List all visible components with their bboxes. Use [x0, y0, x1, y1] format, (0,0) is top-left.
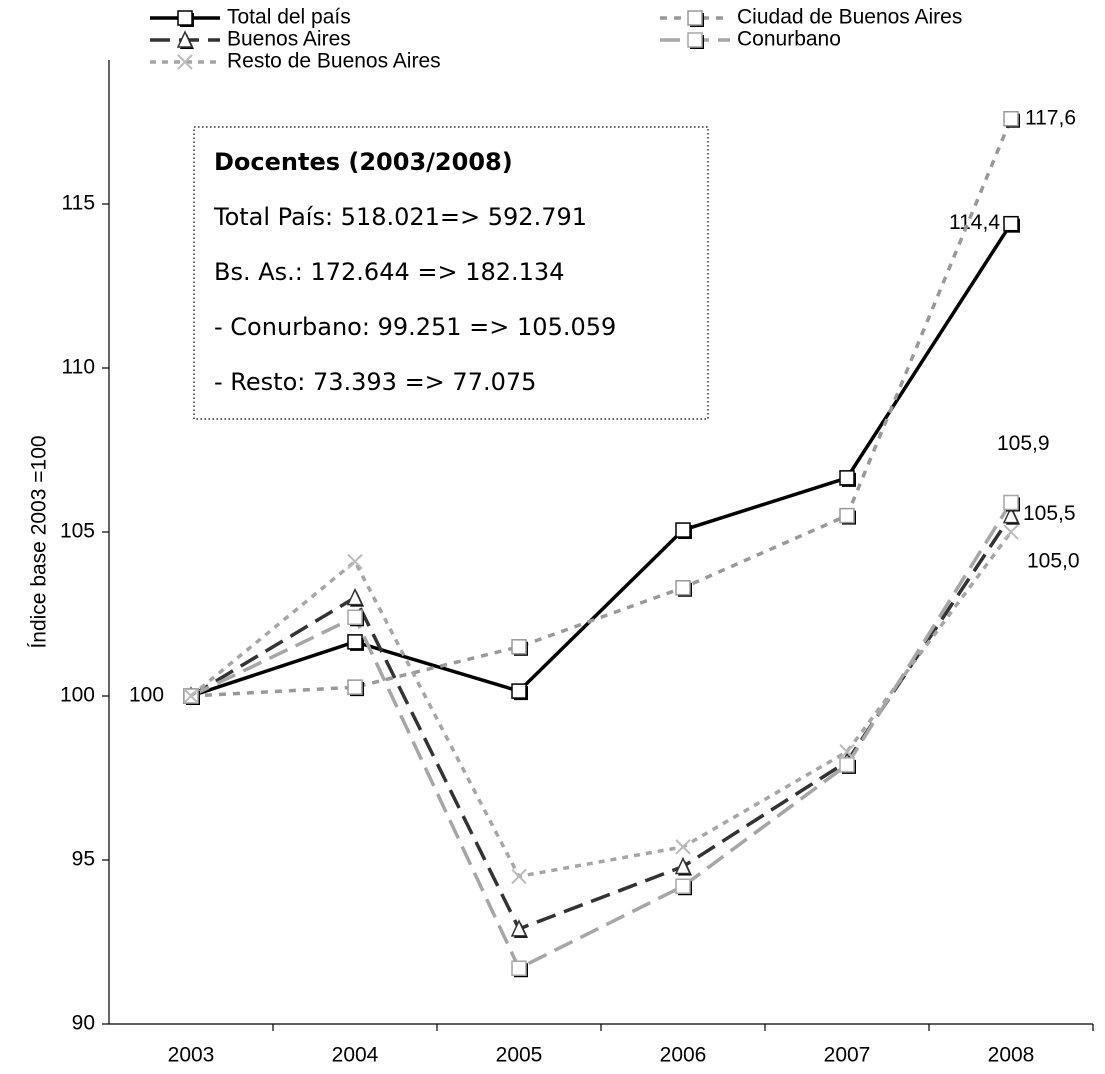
legend-label: Resto de Buenos Aires: [227, 50, 441, 73]
marker-x: [839, 744, 855, 760]
legend-label: Buenos Aires: [227, 28, 351, 51]
data-label: 105,9: [997, 432, 1050, 455]
legend-marker: [687, 32, 704, 49]
x-tick-label: 2004: [332, 1044, 379, 1067]
marker-box: [1003, 110, 1019, 127]
x-tick-label: 2003: [168, 1044, 215, 1067]
marker: [675, 580, 692, 597]
marker-box: [839, 507, 855, 524]
legend-marker: [176, 30, 194, 49]
marker-box: [511, 960, 527, 976]
data-label: 117,6: [1025, 106, 1076, 129]
marker: [347, 609, 364, 627]
y-tick-label: 95: [72, 848, 95, 871]
marker: [346, 587, 364, 607]
marker: [511, 960, 528, 978]
marker: [839, 744, 855, 760]
marker: [839, 757, 856, 774]
marker: [510, 919, 528, 938]
annotation-title: Docentes (2003/2008): [214, 148, 513, 176]
x-tick-label: 2005: [496, 1044, 543, 1067]
legend-marker: [177, 54, 193, 70]
marker-x: [1003, 524, 1019, 540]
annotation-line: - Conurbano: 99.251 => 105.059: [214, 313, 616, 341]
marker: [1003, 494, 1020, 512]
marker: [1003, 215, 1020, 233]
marker-box: [674, 856, 692, 875]
marker-box: [176, 30, 194, 48]
marker: [675, 839, 691, 855]
marker-box: [675, 522, 691, 538]
series-line: [189, 530, 1013, 879]
data-label: 105,5: [1023, 502, 1076, 525]
marker: [347, 679, 364, 697]
x-tick-label: 2008: [988, 1044, 1035, 1067]
marker-x: [675, 839, 691, 855]
marker-box: [839, 470, 855, 486]
y-tick-label: 90: [72, 1012, 95, 1035]
y-tick-label: 100: [60, 684, 95, 707]
marker-box: [1003, 494, 1019, 511]
data-label: 105,0: [1027, 550, 1080, 573]
marker: [675, 522, 692, 540]
annotation-line: Total País: 518.021=> 592.791: [213, 203, 587, 231]
marker: [674, 856, 692, 876]
series-line: [190, 501, 1013, 971]
annotation-line: Bs. As.: 172.644 => 182.134: [214, 258, 564, 286]
legend-label: Ciudad de Buenos Aires: [737, 6, 962, 29]
marker-box: [177, 10, 193, 26]
series-line: [190, 222, 1013, 698]
y-tick-label: 105: [60, 520, 95, 543]
marker: [347, 634, 364, 651]
marker: [511, 868, 527, 885]
marker: [675, 878, 692, 896]
marker-box: [839, 757, 855, 773]
marker: [183, 688, 199, 704]
marker: [1002, 505, 1020, 525]
legend-marker: [177, 10, 194, 27]
annotation-line: - Resto: 73.393 => 77.075: [214, 368, 536, 396]
marker-box: [1002, 505, 1020, 524]
marker-box: [675, 878, 691, 894]
y-axis-label: Índice base 2003 =100: [28, 435, 51, 648]
marker-box: [511, 639, 527, 655]
marker-box: [511, 683, 527, 699]
marker-box: [510, 919, 528, 937]
data-label: 114,4: [949, 211, 1000, 234]
y-tick-label: 115: [62, 192, 95, 215]
marker-x: [511, 868, 527, 885]
marker-box: [347, 609, 363, 626]
annotation-box: [193, 126, 709, 420]
series-line: [190, 118, 1013, 698]
series-line: [190, 514, 1013, 932]
marker: [511, 683, 528, 701]
marker: [1003, 524, 1019, 540]
marker: [511, 639, 528, 656]
marker-box: [687, 32, 703, 48]
marker-x: [183, 688, 199, 704]
legend-label: Total del país: [227, 6, 351, 29]
marker-box: [347, 679, 363, 695]
y-tick-label: 110: [62, 356, 95, 379]
legend-marker: [687, 10, 704, 27]
marker-box: [346, 587, 364, 606]
marker: [1003, 110, 1020, 128]
marker-box: [1003, 215, 1019, 232]
marker-box: [687, 10, 703, 26]
marker-box: [675, 580, 691, 596]
marker-x: [177, 54, 193, 70]
data-label: 100: [129, 684, 164, 707]
marker-box: [347, 634, 363, 650]
marker: [839, 470, 856, 487]
legend-label: Conurbano: [737, 28, 841, 51]
marker: [347, 553, 363, 570]
marker: [839, 507, 856, 525]
x-tick-label: 2007: [824, 1044, 871, 1067]
x-tick-label: 2006: [660, 1044, 707, 1067]
marker-x: [347, 553, 363, 570]
